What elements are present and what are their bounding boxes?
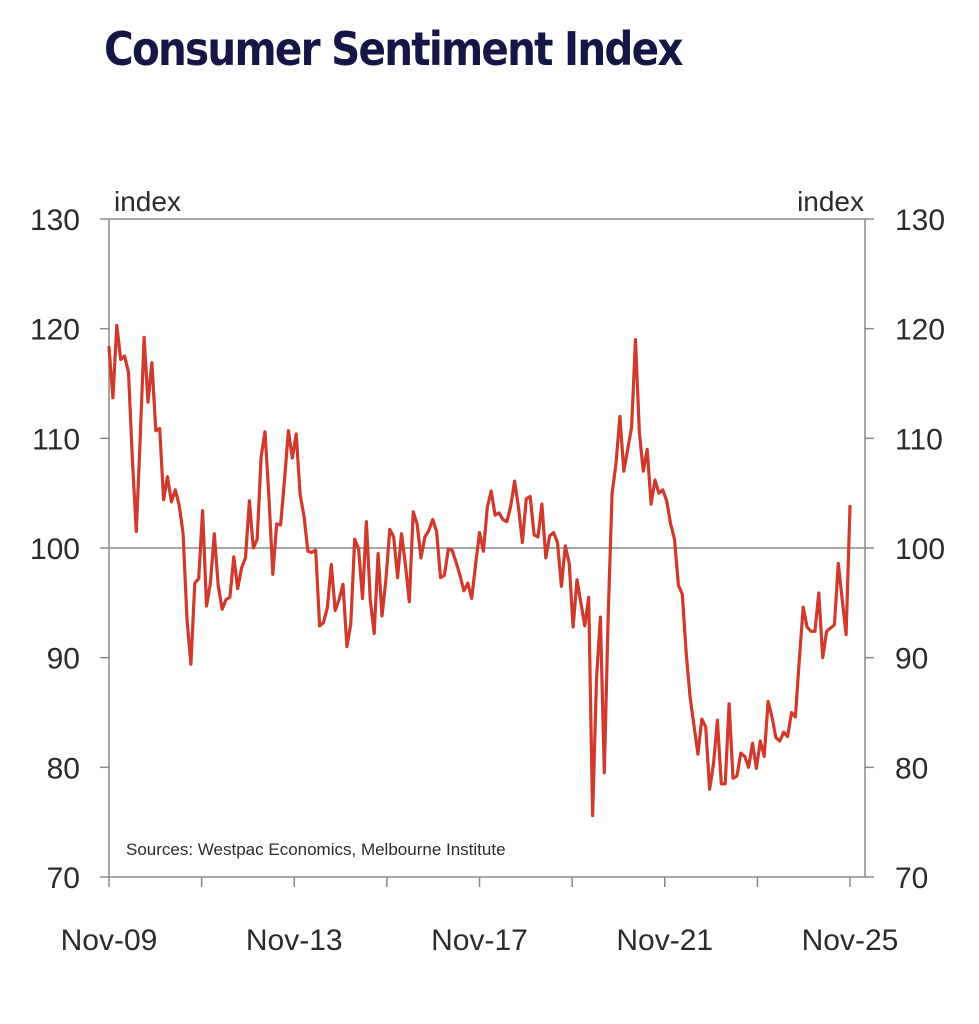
source-note: Sources: Westpac Economics, Melbourne In…	[126, 840, 506, 859]
right-y-tick-label: 110	[895, 423, 943, 456]
left-y-tick-label: 80	[47, 752, 80, 785]
left-y-tick-label: 90	[47, 643, 80, 676]
left-axis-unit-label: index	[114, 186, 181, 217]
x-tick-label: Nov-17	[431, 924, 528, 957]
right-y-tick-label: 80	[895, 752, 928, 785]
right-y-tick-label: 130	[895, 204, 945, 237]
left-y-tick-label: 100	[30, 533, 80, 566]
right-axis-unit-label: index	[797, 186, 864, 217]
right-y-tick-label: 70	[895, 862, 928, 895]
right-y-tick-label: 100	[895, 533, 945, 566]
left-y-tick-label: 130	[30, 204, 80, 237]
sentiment-index-line	[107, 323, 852, 818]
x-tick-label: Nov-21	[616, 924, 713, 957]
left-y-tick-label: 110	[32, 423, 80, 456]
right-y-tick-label: 90	[895, 643, 928, 676]
x-tick-label: Nov-13	[246, 924, 343, 957]
x-tick-label: Nov-25	[802, 924, 899, 957]
left-y-tick-label: 70	[47, 862, 80, 895]
left-y-tick-label: 120	[30, 314, 80, 347]
chart-title: Consumer Sentiment Index	[104, 22, 683, 76]
x-tick-label: Nov-09	[61, 924, 158, 957]
right-y-tick-label: 120	[895, 314, 945, 347]
